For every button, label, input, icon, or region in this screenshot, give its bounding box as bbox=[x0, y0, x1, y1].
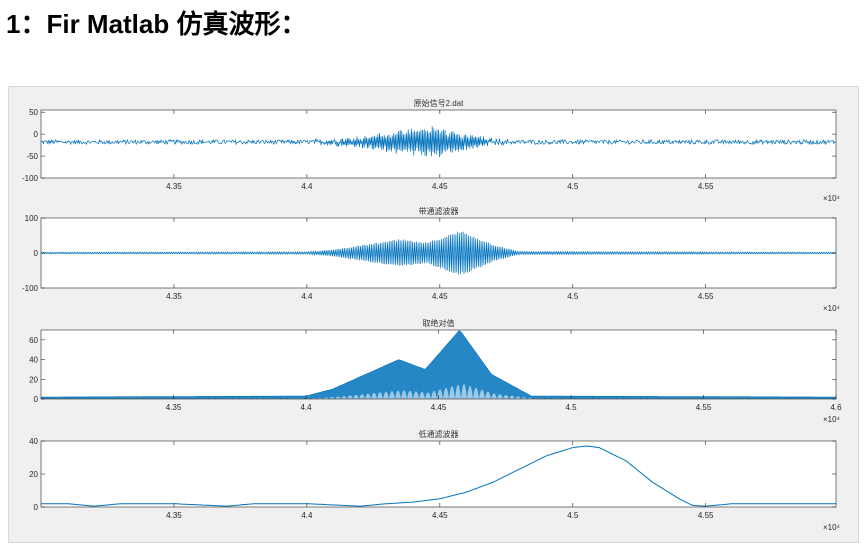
x-tick-label: 4.4 bbox=[301, 182, 313, 191]
subplots-canvas: 原始信号2.dat -100 -50 0 50 4.35 4.4 4.45 4.5 4.55 ×10… bbox=[22, 98, 842, 532]
page-heading: 1：Fir Matlab 仿真波形： bbox=[6, 9, 307, 39]
x-tick-label: 4.55 bbox=[698, 292, 714, 301]
subplot-title: 取绝对值 bbox=[423, 318, 455, 328]
x-tick-label: 4.5 bbox=[567, 292, 579, 301]
x-tick-label: 4.35 bbox=[166, 182, 182, 191]
matlab-figure-window: 原始信号2.dat -100 -50 0 50 4.35 4.4 4.45 4.5 4.55 ×10… bbox=[8, 86, 859, 543]
subplot-title: 原始信号2.dat bbox=[414, 98, 465, 108]
y-tick-label: 20 bbox=[29, 375, 38, 384]
x-tick-label: 4.5 bbox=[567, 182, 579, 191]
rectified-area bbox=[41, 330, 836, 399]
subplot-title: 带通滤波器 bbox=[419, 206, 459, 216]
x-tick-label: 4.55 bbox=[698, 511, 714, 520]
signal-line bbox=[41, 231, 836, 275]
data-series bbox=[41, 126, 836, 158]
x-tick-label: 4.45 bbox=[432, 511, 448, 520]
signal-line bbox=[41, 445, 836, 507]
subplot-1: 原始信号2.dat -100 -50 0 50 4.35 4.4 4.45 4.5 4.55 ×10… bbox=[22, 98, 841, 203]
x-exponent-label: ×10⁴ bbox=[823, 304, 841, 313]
data-series bbox=[41, 445, 836, 507]
y-tick-label: 50 bbox=[29, 108, 38, 117]
y-tick-label: 40 bbox=[29, 437, 38, 446]
x-exponent-label: ×10⁴ bbox=[823, 523, 841, 532]
x-exponent-label: ×10⁴ bbox=[823, 194, 841, 203]
x-tick-label: 4.55 bbox=[698, 182, 714, 191]
y-tick-label: 0 bbox=[34, 503, 39, 512]
y-tick-label: -100 bbox=[22, 284, 39, 293]
x-tick-label: 4.35 bbox=[166, 403, 182, 412]
y-tick-label: -100 bbox=[22, 174, 39, 183]
subplot-4: 低通滤波器 0 20 40 4.35 4.4 4.45 4.5 4.55 ×10⁴ bbox=[29, 429, 840, 532]
axes-frame bbox=[40, 109, 837, 179]
plot-area bbox=[41, 110, 836, 178]
y-tick-label: 100 bbox=[25, 214, 39, 223]
subplot-3: 取绝对值 0 20 40 60 4.35 4.4 4.45 4.5 4.55 4.6 ×10⁴ bbox=[29, 318, 842, 424]
signal-line bbox=[41, 126, 836, 158]
x-exponent-label: ×10⁴ bbox=[823, 415, 841, 424]
x-tick-label: 4.4 bbox=[300, 403, 312, 412]
y-tick-label: 0 bbox=[34, 130, 39, 139]
plot-area bbox=[41, 441, 836, 507]
x-tick-label: 4.35 bbox=[166, 511, 182, 520]
x-tick-label: 4.45 bbox=[431, 403, 447, 412]
x-tick-label: 4.55 bbox=[696, 403, 712, 412]
x-tick-label: 4.45 bbox=[432, 182, 448, 191]
x-tick-label: 4.6 bbox=[830, 403, 842, 412]
subplot-title: 低通滤波器 bbox=[419, 429, 459, 439]
x-tick-label: 4.35 bbox=[166, 292, 182, 301]
x-tick-label: 4.45 bbox=[432, 292, 448, 301]
y-tick-label: 40 bbox=[29, 356, 38, 365]
y-tick-label: 60 bbox=[29, 336, 38, 345]
x-tick-label: 4.5 bbox=[565, 403, 577, 412]
y-tick-label: 0 bbox=[34, 249, 39, 258]
subplot-2: 带通滤波器 -100 0 100 4.35 4.4 4.45 4.5 4.55 ×10⁴ bbox=[22, 206, 841, 313]
x-tick-label: 4.4 bbox=[301, 511, 313, 520]
x-tick-label: 4.5 bbox=[567, 511, 579, 520]
y-tick-label: 0 bbox=[34, 395, 39, 404]
data-series bbox=[41, 231, 836, 275]
y-tick-label: 20 bbox=[29, 470, 38, 479]
y-tick-label: -50 bbox=[26, 152, 38, 161]
x-tick-label: 4.4 bbox=[301, 292, 313, 301]
